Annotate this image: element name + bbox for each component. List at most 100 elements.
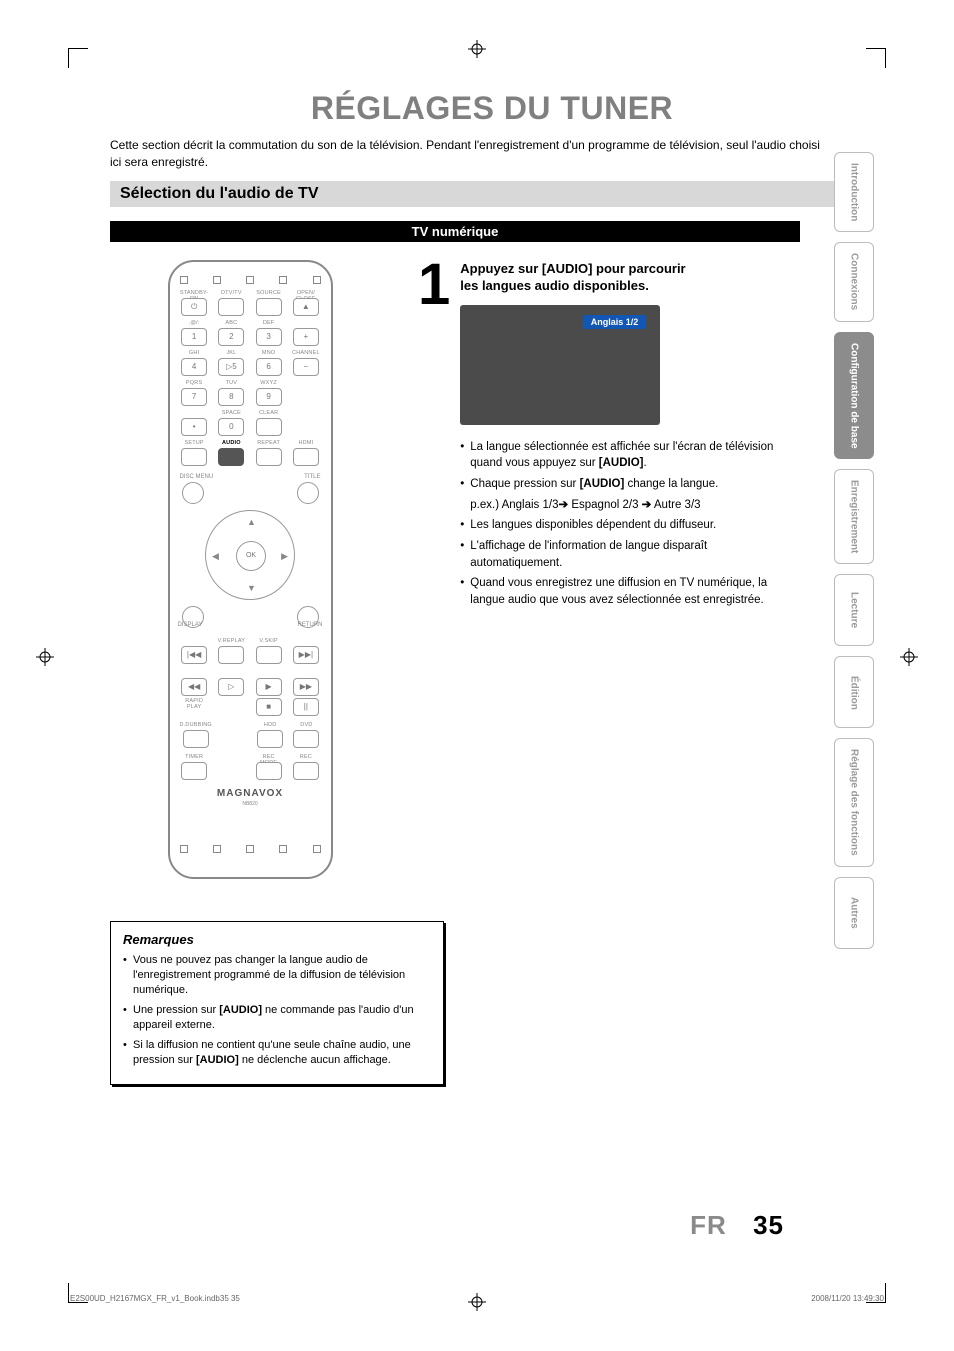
step-column: 1 Appuyez sur [AUDIO] pour parcourir les…	[418, 260, 800, 1086]
intro-text: Cette section décrit la commutation du s…	[110, 137, 830, 171]
label-return: RETURN	[298, 622, 323, 628]
remote-row-3: GHI4 JKL▷5 MNO6 CHANNEL−	[180, 350, 321, 376]
key-1: 1	[181, 328, 207, 346]
key-3: 3	[256, 328, 282, 346]
label-channel: CHANNEL	[291, 350, 320, 357]
footer-meta-left: E2S00UD_H2167MGX_FR_v1_Book.indb35 35	[70, 1294, 240, 1303]
tab-enregistrement[interactable]: Enregistrement	[834, 469, 874, 564]
tab-connexions[interactable]: Connexions	[834, 242, 874, 321]
remote-row-rec2: TIMER REC MODE REC	[180, 754, 321, 780]
remote-row-1: STANDBY-ON⏻ DTV/TV SOURCE OPEN/ CLOSE▲	[180, 290, 321, 316]
remote-row-4: PQRS7 TUV8 WXYZ9	[180, 380, 321, 406]
label-vskip: V.SKIP	[254, 638, 283, 645]
label-rapid: RAPID PLAY	[180, 698, 209, 705]
label-abc: ABC	[217, 320, 246, 327]
ok-button: OK	[236, 541, 266, 571]
label-wxyz: WXYZ	[254, 380, 283, 387]
footer-meta-right: 2008/11/20 13:49:30	[811, 1294, 884, 1303]
crop-mark	[68, 48, 88, 68]
tab-introduction[interactable]: Introduction	[834, 152, 874, 232]
tab-reglage[interactable]: Réglage des fonctions	[834, 738, 874, 867]
footer-lang: FR	[690, 1210, 727, 1240]
subsection-heading: TV numérique	[110, 221, 800, 242]
label-sym: .@/:	[180, 320, 209, 327]
remote-illustration: STANDBY-ON⏻ DTV/TV SOURCE OPEN/ CLOSE▲ .…	[168, 260, 333, 879]
label-def: DEF	[254, 320, 283, 327]
label-dvd: DVD	[292, 722, 320, 729]
bullet-item: La langue sélectionnée est affichée sur …	[460, 439, 800, 472]
registration-mark	[468, 1293, 486, 1311]
tab-edition[interactable]: Édition	[834, 656, 874, 728]
page: RÉGLAGES DU TUNER Cette section décrit l…	[0, 0, 954, 1351]
footer-pagenum: 35	[753, 1210, 784, 1240]
label-space: SPACE	[217, 410, 246, 417]
label-tuv: TUV	[217, 380, 246, 387]
remote-row-rec1: D.DUBBING HDD DVD	[180, 722, 321, 748]
remote-row-transport1: |◀◀ V.REPLAY V.SKIP ▶▶|	[180, 638, 321, 664]
remarks-item: Une pression sur [AUDIO] ne commande pas…	[123, 1003, 431, 1034]
label-setup: SETUP	[180, 440, 209, 447]
key-0: 0	[218, 418, 244, 436]
label-vreplay: V.REPLAY	[217, 638, 246, 645]
remote-row-5: • SPACE0 CLEAR	[180, 410, 321, 436]
step-bullets: La langue sélectionnée est affichée sur …	[460, 439, 800, 609]
registration-mark	[36, 648, 54, 666]
section-heading: Sélection du l'audio de TV	[110, 181, 874, 207]
label-ghi: GHI	[180, 350, 209, 357]
label-standby: STANDBY-ON	[180, 290, 209, 297]
registration-mark	[900, 648, 918, 666]
bullet-item: Les langues disponibles dépendent du dif…	[460, 517, 800, 534]
crop-mark	[866, 48, 886, 68]
step-block: 1 Appuyez sur [AUDIO] pour parcourir les…	[418, 260, 800, 613]
remote-top-dots	[180, 276, 321, 284]
key-2: 2	[218, 328, 244, 346]
bullet-item: L'affichage de l'information de langue d…	[460, 538, 800, 571]
remote-column: STANDBY-ON⏻ DTV/TV SOURCE OPEN/ CLOSE▲ .…	[110, 260, 390, 1086]
remarks-title: Remarques	[123, 932, 431, 947]
key-6: 6	[256, 358, 282, 376]
side-tabs: Introduction Connexions Configuration de…	[834, 152, 874, 949]
remarks-item: Si la diffusion ne contient qu'une seule…	[123, 1038, 431, 1069]
label-jkl: JKL	[217, 350, 246, 357]
label-repeat: REPEAT	[254, 440, 283, 447]
label-open: OPEN/ CLOSE	[291, 290, 320, 297]
remarks-item: Vous ne pouvez pas changer la langue aud…	[123, 953, 431, 999]
audio-button-highlight	[218, 448, 244, 466]
remote-nav-area: DISC MENU TITLE ▲ ▼ ◀ ▶ OK	[180, 474, 321, 628]
key-9: 9	[256, 388, 282, 406]
label-source: SOURCE	[254, 290, 283, 297]
tab-autres[interactable]: Autres	[834, 877, 874, 949]
label-timer: TIMER	[180, 754, 209, 761]
label-hdd: HDD	[256, 722, 284, 729]
bullet-item: Quand vous enregistrez une diffusion en …	[460, 575, 800, 608]
remote-brand: MAGNAVOX	[180, 788, 321, 799]
tab-lecture[interactable]: Lecture	[834, 574, 874, 646]
page-footer: FR 35	[690, 1210, 784, 1241]
key-7: 7	[181, 388, 207, 406]
label-ddub: D.DUBBING	[180, 722, 212, 729]
key-5: ▷5	[218, 358, 244, 376]
label-rec: REC	[291, 754, 320, 761]
step-heading: Appuyez sur [AUDIO] pour parcourir les l…	[460, 260, 800, 295]
page-title: RÉGLAGES DU TUNER	[110, 90, 874, 127]
label-mno: MNO	[254, 350, 283, 357]
step-body: Appuyez sur [AUDIO] pour parcourir les l…	[460, 260, 800, 613]
remote-row-transport2: ◀◀ ▷ ▶ ▶▶	[180, 670, 321, 696]
label-discmenu: DISC MENU	[180, 474, 214, 480]
tab-configuration[interactable]: Configuration de base	[834, 332, 874, 460]
remarks-list: Vous ne pouvez pas changer la langue aud…	[123, 953, 431, 1069]
remote-row-6: SETUP AUDIO REPEAT HDMI	[180, 440, 321, 466]
label-clear: CLEAR	[254, 410, 283, 417]
bullet-item-sub: p.ex.) Anglais 1/3➔ Espagnol 2/3 ➔ Autre…	[460, 497, 800, 514]
label-hdmi: HDMI	[291, 440, 320, 447]
remarks-box: Remarques Vous ne pouvez pas changer la …	[110, 921, 444, 1086]
remote-row-transport3: RAPID PLAY ■ ||	[180, 698, 321, 716]
step-number: 1	[418, 260, 450, 309]
remote-dpad: ▲ ▼ ◀ ▶ OK	[205, 510, 295, 600]
bullet-item: Chaque pression sur [AUDIO] change la la…	[460, 476, 800, 493]
label-title: TITLE	[304, 474, 320, 480]
osd-pill: Anglais 1/2	[583, 315, 647, 329]
label-pqrs: PQRS	[180, 380, 209, 387]
key-8: 8	[218, 388, 244, 406]
registration-mark	[468, 40, 486, 58]
